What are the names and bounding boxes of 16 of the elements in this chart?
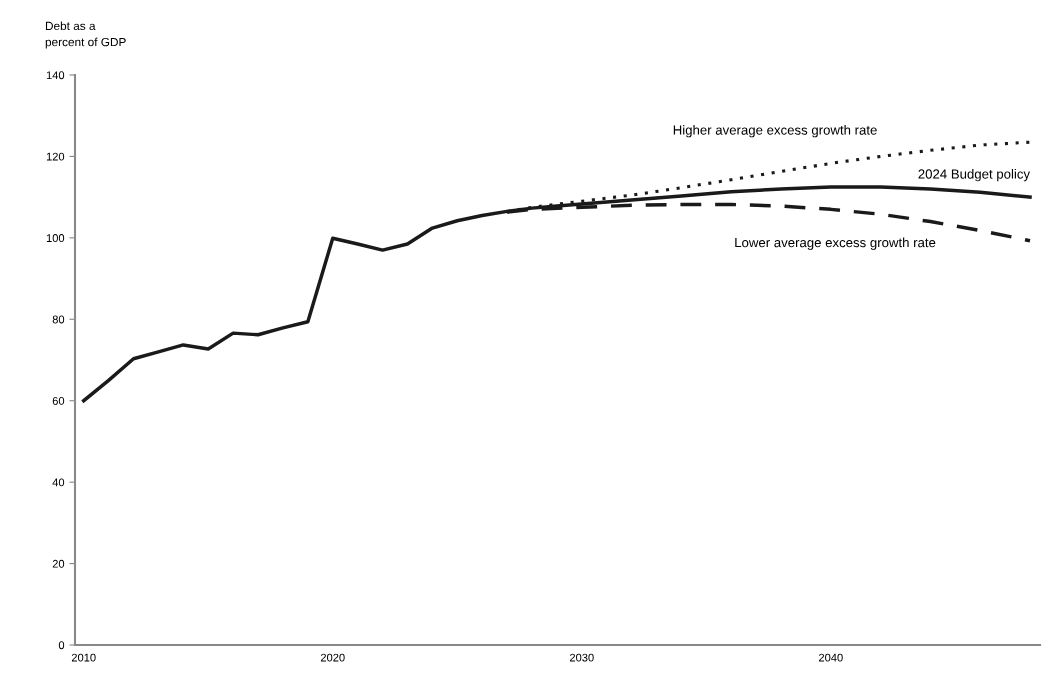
y-axis-title: Debt as a percent of GDP	[45, 21, 126, 49]
y-tick-label: 120	[46, 152, 65, 161]
y-tick-label: 0	[58, 641, 65, 650]
series-label: Higher average excess growth rate	[673, 125, 877, 138]
series-label: Lower average excess growth rate	[735, 237, 936, 250]
y-tick-label: 40	[52, 478, 65, 487]
series-label: 2024 Budget policy	[918, 168, 1031, 182]
y-tick-label: 60	[52, 396, 65, 405]
x-tick-label: 2020	[320, 653, 345, 662]
y-tick-label: 20	[52, 559, 65, 568]
y-tick-label: 80	[52, 315, 65, 324]
x-tick-label: 2030	[569, 653, 594, 662]
y-tick-label: 100	[46, 234, 65, 242]
x-tick-label: 2040	[819, 653, 843, 662]
y-tick-label: 140	[46, 71, 65, 80]
x-tick-label: 2010	[71, 653, 96, 662]
